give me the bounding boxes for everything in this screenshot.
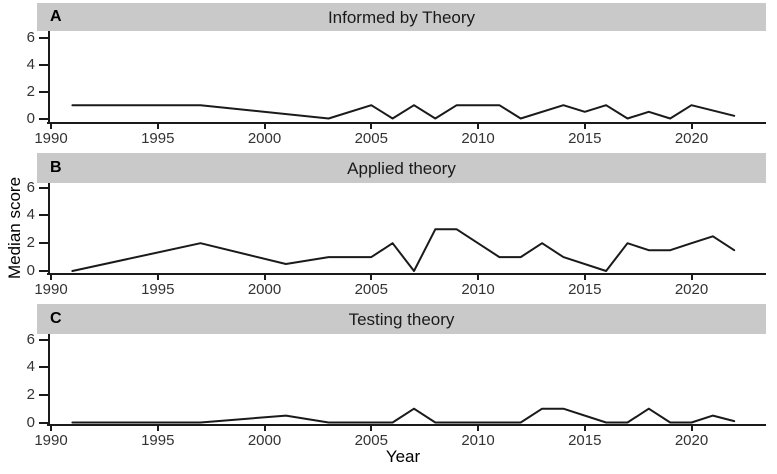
- panel-b-x-tick-mark: [156, 275, 159, 280]
- panel-c-x-tick-mark: [50, 426, 52, 431]
- panel-a-x-tick-label: 1990: [34, 130, 68, 147]
- panel-c-x-axis-line: [47, 424, 766, 426]
- panel-c-strip-title: Testing theory: [348, 309, 455, 329]
- panel-a-y-tick-mark: [39, 37, 48, 40]
- panel-a-strip: A Informed by Theory: [37, 3, 766, 31]
- panel-c-y-tick-label: 6: [26, 330, 35, 348]
- panel-a-x-tick-label: 2015: [568, 130, 602, 147]
- panel-c-strip: C Testing theory: [37, 304, 766, 334]
- panel-b-x-tick-label: 2015: [568, 281, 602, 298]
- panel-a-x-axis-line: [47, 122, 766, 124]
- panel-b-y-axis-line: [48, 183, 50, 275]
- panel-b-x-tick-mark: [263, 275, 266, 280]
- panel-b-y-tick-mark: [39, 270, 48, 272]
- panel-a-x-tick-label: 2010: [461, 130, 495, 147]
- panel-b-series-line: [71, 228, 736, 272]
- panel-b-x-tick-label: 2005: [354, 281, 388, 298]
- panel-a-x-tick-label: 1995: [141, 130, 175, 147]
- panel-b-x-tick-mark: [477, 275, 479, 280]
- panel-c-tag: C: [50, 310, 62, 327]
- panel-b-x-tick-label: 1990: [34, 281, 68, 298]
- panel-c-series-line: [71, 407, 736, 424]
- panel-a-x-tick-mark: [156, 124, 159, 129]
- panel-c-x-tick-mark: [370, 426, 373, 431]
- panel-c-plot-area: [71, 407, 736, 424]
- panel-b-plot-area: [71, 228, 736, 272]
- panel-c-x-tick-label: 1995: [141, 432, 175, 449]
- panel-a-x-tick-mark: [477, 124, 479, 129]
- panel-a-y-tick-label: 6: [26, 29, 35, 47]
- panel-a-y-tick-label: 0: [26, 109, 35, 127]
- panel-c-x-tick-label: 2010: [461, 432, 495, 449]
- panel-a-series-line: [71, 104, 736, 120]
- panel-b-y-tick-mark: [39, 186, 48, 189]
- panel-a-x-tick-mark: [583, 124, 586, 129]
- panel-c-x-tick-label: 2020: [674, 432, 709, 449]
- panel-b-y-tick-label: 4: [26, 206, 35, 224]
- panel-c-x-tick-mark: [263, 426, 266, 431]
- panel-c-x-tick-label: 2005: [354, 432, 388, 449]
- panel-a-x-tick-label: 2000: [247, 130, 282, 147]
- panel-c-x-tick-mark: [156, 426, 159, 431]
- panel-a-plot-area: [71, 104, 736, 120]
- panel-b-x-tick-mark: [50, 275, 52, 280]
- panel-c-x-tick-mark: [583, 426, 586, 431]
- panel-c-y-tick-label: 0: [26, 413, 35, 431]
- panel-c-x-tick-label: 2000: [247, 432, 282, 449]
- panel-a-x-tick-mark: [690, 124, 693, 129]
- panel-b-y-tick-label: 6: [26, 178, 35, 196]
- panel-a-x-tick-label: 2020: [674, 130, 709, 147]
- panel-b-x-tick-mark: [370, 275, 373, 280]
- panel-c-y-axis-line: [48, 334, 50, 426]
- panel-c-x-tick-label: 1990: [34, 432, 68, 449]
- panel-a-y-tick-mark: [39, 64, 48, 67]
- panel-a-tag: A: [50, 8, 62, 25]
- panel-a-y-tick-mark: [39, 90, 48, 93]
- panel-c-y-tick-label: 2: [26, 385, 35, 403]
- panel-c-y-tick-mark: [39, 393, 48, 396]
- panel-a-x-tick-mark: [50, 124, 52, 129]
- panel-a-y-tick-label: 4: [26, 56, 35, 74]
- panel-c-y-tick-mark: [39, 366, 48, 369]
- panel-b-x-tick-label: 2010: [461, 281, 495, 298]
- panel-a-y-tick-label: 2: [26, 82, 35, 100]
- panel-b-x-tick-label: 2000: [247, 281, 282, 298]
- panel-b-strip-title: Applied theory: [347, 158, 456, 178]
- panel-a-strip-title: Informed by Theory: [327, 7, 476, 27]
- panel-b-y-tick-mark: [39, 214, 48, 217]
- panel-b-strip: B Applied theory: [37, 153, 766, 183]
- panel-b-y-tick-label: 2: [26, 234, 35, 252]
- panel-b-x-tick-label: 2020: [674, 281, 709, 298]
- panel-c-x-tick-mark: [690, 426, 693, 431]
- panel-b-x-tick-label: 1995: [141, 281, 175, 298]
- panel-c-y-tick-label: 4: [26, 358, 35, 376]
- panel-b-y-tick-label: 0: [26, 262, 35, 279]
- panel-a-x-tick-mark: [370, 124, 373, 129]
- panel-c-y-tick-mark: [39, 338, 48, 341]
- panel-c-x-tick-mark: [477, 426, 479, 431]
- panel-b-y-tick-mark: [39, 242, 48, 245]
- panel-b-tag: B: [50, 159, 62, 176]
- x-axis-title: Year: [385, 447, 421, 466]
- panel-c-x-tick-label: 2015: [568, 432, 602, 449]
- panel-a-y-axis-line: [48, 31, 50, 124]
- panel-a-x-tick-mark: [263, 124, 266, 129]
- panel-c-y-tick-mark: [39, 421, 48, 424]
- panel-b-x-axis-line: [47, 273, 766, 275]
- panel-b-x-tick-mark: [583, 275, 586, 280]
- panel-a-x-tick-label: 2005: [354, 130, 388, 147]
- panel-a-y-tick-mark: [39, 117, 48, 120]
- panel-b-x-tick-mark: [690, 275, 693, 280]
